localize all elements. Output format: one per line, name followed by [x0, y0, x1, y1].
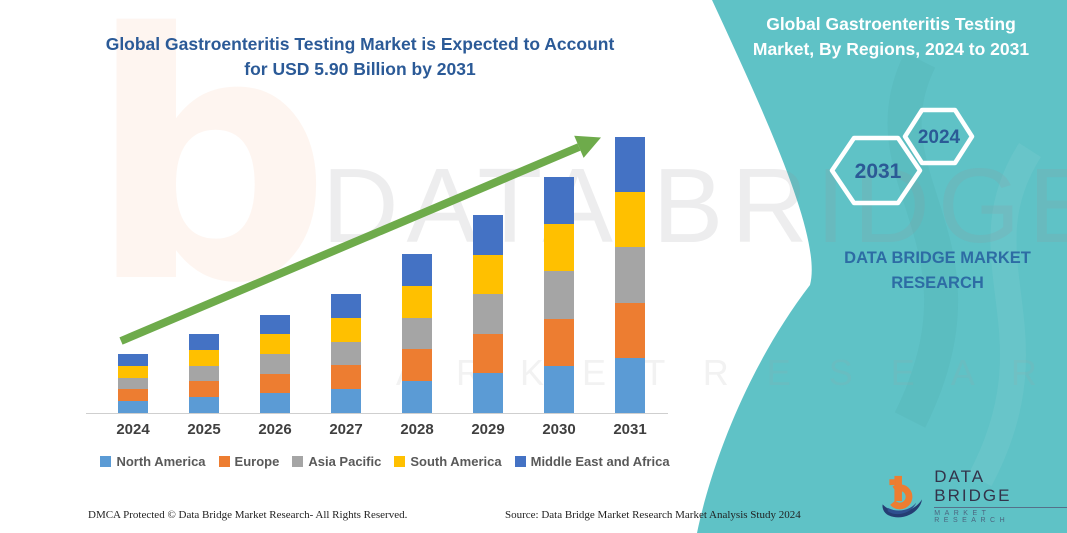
- company-logo: DATA BRIDGE MARKET RESEARCH: [876, 467, 1067, 524]
- segment-north-america-2027: [331, 389, 361, 414]
- segment-middle-east-and-africa-2028: [402, 253, 432, 286]
- segment-asia-pacific-2024: [118, 377, 148, 390]
- x-axis-label-2024: 2024: [116, 421, 150, 438]
- year-hexagons: 2031 2024: [820, 100, 990, 220]
- x-axis-label-2026: 2026: [258, 421, 292, 438]
- chart-title-line2: for USD 5.90 Billion by 2031: [244, 58, 476, 79]
- segment-europe-2025: [189, 381, 219, 398]
- segment-asia-pacific-2031: [615, 247, 645, 303]
- legend-swatch-icon: [514, 456, 526, 467]
- logo-text: DATA BRIDGE MARKET RESEARCH: [934, 467, 1067, 524]
- chart-title: Global Gastroenteritis Testing Market is…: [60, 32, 660, 82]
- x-axis-label-2025: 2025: [187, 421, 221, 438]
- segment-middle-east-and-africa-2029: [473, 215, 503, 255]
- segment-north-america-2025: [189, 397, 219, 413]
- segment-middle-east-and-africa-2025: [189, 333, 219, 350]
- hexagon-2024-outline: [902, 107, 975, 166]
- chart-title-line1: Global Gastroenteritis Testing Market is…: [105, 34, 615, 54]
- legend-swatch-icon: [394, 456, 406, 467]
- segment-middle-east-and-africa-2027: [331, 294, 361, 318]
- footer-source: Source: Data Bridge Market Research Mark…: [505, 509, 801, 521]
- hexagon-year-2031: 2031: [854, 160, 902, 183]
- segment-asia-pacific-2028: [402, 317, 432, 350]
- stacked-bar-2030: [544, 176, 574, 414]
- legend-label: Europe: [234, 454, 280, 469]
- segment-asia-pacific-2025: [189, 365, 219, 382]
- x-axis-label-2029: 2029: [471, 421, 505, 438]
- segment-north-america-2030: [544, 365, 574, 414]
- brand-caption-line1: DATA BRIDGE MARKET: [844, 249, 1031, 267]
- panel-title: Global Gastroenteritis Testing Market, B…: [722, 12, 1060, 62]
- segment-south-america-2027: [331, 317, 361, 342]
- stacked-bar-2029: [473, 215, 503, 413]
- watermark-market-research: M A R K E T R E S E A R C H: [330, 352, 1067, 393]
- segment-europe-2029: [473, 333, 503, 374]
- legend-item-asia-pacific: Asia Pacific: [292, 454, 381, 469]
- legend-item-europe: Europe: [218, 454, 280, 469]
- panel-title-line1: Global Gastroenteritis Testing: [766, 14, 1016, 34]
- legend-label: South America: [410, 454, 502, 469]
- stacked-bar-2025: [189, 333, 219, 413]
- segment-north-america-2028: [402, 381, 432, 413]
- brand-caption-line2: RESEARCH: [891, 273, 984, 292]
- stacked-bar-2027: [331, 294, 361, 414]
- legend-swatch-icon: [218, 456, 230, 467]
- x-axis-label-2031: 2031: [613, 421, 647, 438]
- segment-middle-east-and-africa-2031: [615, 136, 645, 193]
- segment-north-america-2029: [473, 373, 503, 413]
- legend-label: Middle East and Africa: [530, 454, 670, 469]
- segment-south-america-2028: [402, 285, 432, 318]
- segment-europe-2028: [402, 349, 432, 382]
- logo-name: DATA BRIDGE: [934, 467, 1012, 505]
- segment-south-america-2026: [260, 334, 290, 355]
- x-axis-line: [86, 413, 668, 414]
- logo-b-icon: [882, 476, 923, 518]
- segment-europe-2027: [331, 365, 361, 390]
- stacked-bar-2028: [402, 253, 432, 413]
- logo-subtitle: MARKET RESEARCH: [934, 507, 1067, 524]
- segment-asia-pacific-2029: [473, 294, 503, 334]
- x-axis-label-2030: 2030: [542, 421, 576, 438]
- segment-south-america-2024: [118, 365, 148, 378]
- segment-asia-pacific-2026: [260, 354, 290, 374]
- segment-north-america-2024: [118, 401, 148, 413]
- segment-south-america-2031: [615, 192, 645, 248]
- x-axis-label-2028: 2028: [400, 421, 434, 438]
- panel-title-line2: Market, By Regions, 2024 to 2031: [752, 38, 1030, 59]
- segment-middle-east-and-africa-2026: [260, 314, 290, 335]
- segment-south-america-2030: [544, 223, 574, 272]
- hexagon-year-2024: 2024: [917, 127, 961, 148]
- segment-europe-2024: [118, 389, 148, 402]
- segment-middle-east-and-africa-2024: [118, 354, 148, 366]
- hexagon-2031-outline: [829, 135, 923, 206]
- segment-north-america-2031: [615, 357, 645, 413]
- segment-asia-pacific-2027: [331, 341, 361, 366]
- stacked-bar-2026: [260, 314, 290, 413]
- segment-north-america-2026: [260, 393, 290, 413]
- segment-europe-2026: [260, 373, 290, 394]
- chart-legend: North America Europe Asia Pacific South Ame…: [90, 454, 680, 469]
- legend-label: Asia Pacific: [308, 454, 382, 469]
- legend-item-north-america: North America: [100, 454, 206, 469]
- stacked-bar-2031: [615, 136, 645, 413]
- segment-south-america-2025: [189, 349, 219, 366]
- legend-item-middle-east-and-africa: Middle East and Africa: [514, 454, 670, 469]
- x-axis-label-2027: 2027: [329, 421, 363, 438]
- brand-caption: DATA BRIDGE MARKET RESEARCH: [805, 246, 1067, 296]
- segment-europe-2030: [544, 318, 574, 366]
- legend-label: North America: [116, 454, 206, 469]
- legend-item-south-america: South America: [394, 454, 502, 469]
- legend-swatch-icon: [100, 456, 112, 467]
- segment-middle-east-and-africa-2030: [544, 176, 574, 224]
- segment-south-america-2029: [473, 254, 503, 295]
- footer-copyright: DMCA Protected © Data Bridge Market Rese…: [88, 509, 408, 521]
- segment-europe-2031: [615, 302, 645, 358]
- segment-asia-pacific-2030: [544, 271, 574, 319]
- stacked-bar-2024: [118, 354, 148, 413]
- legend-swatch-icon: [292, 456, 304, 467]
